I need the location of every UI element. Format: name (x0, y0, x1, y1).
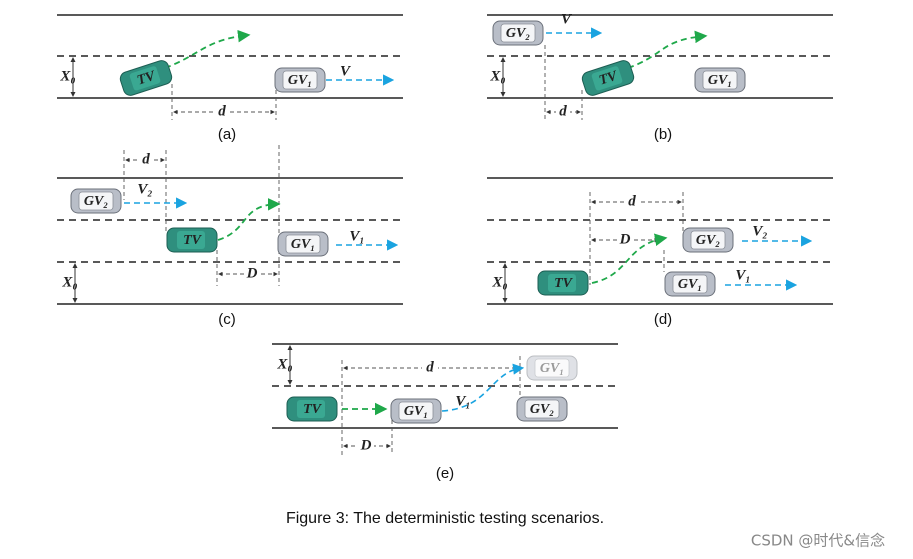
target-vehicle: TV (286, 396, 338, 422)
label-bg (556, 104, 570, 120)
car-label: GV₁ (540, 361, 564, 376)
label: X₀ (61, 274, 77, 290)
label-bg (422, 360, 438, 376)
vehicle: GV₂ (70, 188, 122, 214)
car-roof (500, 23, 536, 43)
car-label: GV₁ (404, 404, 428, 419)
vehicle: GV₂ (516, 396, 568, 422)
car-roof (297, 400, 325, 418)
label-bg (358, 438, 374, 454)
panel-label: (c) (218, 311, 236, 328)
vehicle: GV₂ (492, 20, 544, 46)
label: d (142, 151, 150, 167)
car-label: TV (183, 233, 203, 248)
car-label: TV (303, 402, 323, 417)
car-label: GV₁ (678, 277, 702, 292)
vehicle: GV₁ (694, 67, 746, 93)
car-roof (177, 231, 205, 249)
label: d (628, 193, 636, 209)
vehicle: GV₁ (277, 231, 329, 257)
car-label: TV (554, 276, 574, 291)
label: D (246, 265, 258, 281)
label: d (218, 103, 226, 119)
label: X₀ (59, 68, 75, 84)
car-label: GV₁ (288, 73, 312, 88)
car-roof (591, 66, 623, 91)
car-roof (285, 234, 321, 254)
panel-label: (a) (218, 126, 236, 143)
car-roof (534, 358, 570, 378)
target-vehicle: TV (119, 60, 173, 96)
car-roof (524, 399, 560, 419)
car-roof (548, 274, 576, 292)
target-vehicle: TV (166, 227, 218, 253)
label: X₀ (489, 68, 505, 84)
car-roof (702, 70, 738, 90)
car-label: GV₁ (291, 237, 315, 252)
trajectory-arrow (164, 29, 251, 69)
label: d (426, 359, 434, 375)
car-roof (398, 401, 434, 421)
label-bg (624, 194, 640, 210)
velocity-arrow (441, 363, 525, 412)
target-vehicle: TV (581, 60, 635, 96)
trajectory-arrow (627, 30, 708, 69)
label: V₁ (735, 267, 750, 283)
car-label: GV₁ (708, 73, 732, 88)
label: V (561, 11, 573, 27)
label: V₂ (752, 223, 767, 239)
label: d (559, 103, 567, 119)
label-bg (617, 232, 633, 248)
label: V₁ (349, 228, 364, 244)
car-roof (672, 274, 708, 294)
car-roof (282, 70, 318, 90)
car-roof (690, 230, 726, 250)
label: D (619, 231, 631, 247)
car-label: GV₂ (530, 402, 554, 417)
caption: Figure 3: The deterministic testing scen… (286, 510, 604, 527)
vehicle: GV₁ (664, 271, 716, 297)
label-bg (244, 266, 260, 282)
car-roof (129, 66, 161, 91)
car-body (526, 355, 578, 381)
vehicle: GV₁ (526, 355, 578, 381)
car-label: GV₂ (84, 194, 108, 209)
panel-label: (d) (654, 311, 672, 328)
car-label: TV (597, 68, 620, 88)
panel-label: (e) (436, 465, 454, 482)
label-bg (214, 104, 230, 120)
car-label: GV₂ (506, 26, 530, 41)
vehicle: GV₂ (682, 227, 734, 253)
label-bg (138, 152, 154, 168)
label: V (340, 63, 352, 79)
label: X₀ (276, 356, 292, 372)
car-roof (78, 191, 114, 211)
panel-label: (b) (654, 126, 672, 143)
target-vehicle: TV (537, 270, 589, 296)
label: V₂ (137, 181, 152, 197)
label: D (360, 437, 372, 453)
car-label: GV₂ (696, 233, 720, 248)
trajectory-arrow (591, 233, 668, 284)
watermark: CSDN @时代&信念 (751, 532, 885, 550)
car-label: TV (135, 68, 158, 88)
label: X₀ (491, 274, 507, 290)
trajectory-arrow (217, 197, 281, 241)
vehicle: GV₁ (274, 67, 326, 93)
vehicle: GV₁ (390, 398, 442, 424)
